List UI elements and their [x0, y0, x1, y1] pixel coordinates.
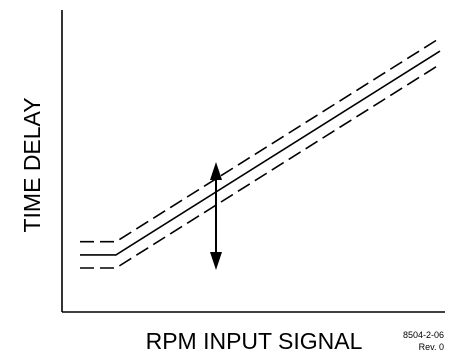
- revision-label: Rev. 0: [419, 342, 444, 352]
- arrow-down-icon: [210, 252, 222, 270]
- y-axis-title: TIME DELAY: [19, 97, 45, 232]
- document-id: 8504-2-06: [403, 330, 444, 340]
- series-line-1-dashed: [80, 37, 441, 243]
- series-group: [80, 37, 441, 269]
- arrow-up-icon: [210, 162, 222, 180]
- series-line-3-dashed: [80, 63, 441, 269]
- x-axis-title: RPM INPUT SIGNAL: [146, 328, 363, 354]
- adjustment-arrow: [210, 162, 222, 270]
- series-line-2-solid: [80, 50, 441, 256]
